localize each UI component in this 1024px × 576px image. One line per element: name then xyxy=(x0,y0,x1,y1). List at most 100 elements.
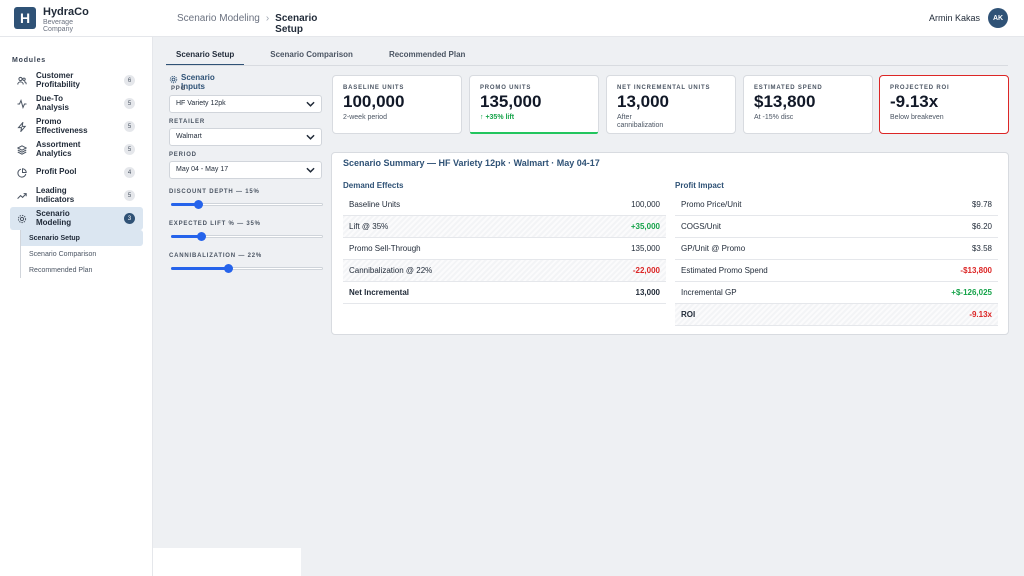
sidebar-item-due-to-analysis[interactable]: Due-To Analysis 5 xyxy=(10,92,143,115)
kpi-subtext: Below breakeven xyxy=(890,114,944,121)
kpi-value: 100,000 xyxy=(343,92,405,111)
user-menu[interactable]: Armin Kakas AK xyxy=(929,8,1008,28)
kpi-subtext: ↑ +35% lift xyxy=(480,114,515,121)
row-label: Cannibalization @ 22% xyxy=(349,266,433,275)
top-bar: H HydraCo Beverage Company Scenario Mode… xyxy=(0,0,1024,37)
tab-scenario-comparison[interactable]: Scenario Comparison xyxy=(270,50,353,59)
sidebar-item-customer-profitability[interactable]: Customer Profitability 6 xyxy=(10,69,143,92)
kpi-value: 13,000 xyxy=(617,92,669,111)
sidebar: Modules Customer Profitability 6 Due-To … xyxy=(0,37,153,576)
inputs-title-text: Scenario Inputs xyxy=(181,73,215,91)
slider-thumb[interactable] xyxy=(196,231,206,241)
breadcrumb: Scenario Modeling › Scenario Setup xyxy=(177,13,323,35)
avatar[interactable]: AK xyxy=(988,8,1008,28)
kpi-promo-units: PROMO UNITS 135,000 ↑ +35% lift xyxy=(469,75,599,134)
subnav-recommended-plan[interactable]: Recommended Plan xyxy=(29,266,93,274)
count-badge: 5 xyxy=(124,98,135,109)
table-row: Promo Sell-Through 135,000 xyxy=(343,238,666,260)
table-row: Baseline Units 100,000 xyxy=(343,194,666,216)
sidebar-item-assortment-analytics[interactable]: Assortment Analytics 5 xyxy=(10,138,143,161)
period-select[interactable]: May 04 - May 17 xyxy=(169,160,322,179)
count-badge: 5 xyxy=(124,144,135,155)
kpi-subtext: 2-week period xyxy=(343,114,387,121)
row-value: -9.13x xyxy=(969,310,992,319)
sidebar-item-scenario-modeling[interactable]: Scenario Modeling 3 xyxy=(10,207,143,230)
sidebar-item-leading-indicators[interactable]: Leading Indicators 5 xyxy=(10,184,143,207)
sidebar-item-label: Promo Effectiveness xyxy=(36,116,88,135)
row-value: $3.58 xyxy=(971,244,992,253)
pie-icon xyxy=(17,167,27,178)
kpi-baseline-units: BASELINE UNITS 100,000 2-week period xyxy=(332,75,462,134)
kpi-label: PROMO UNITS xyxy=(480,85,532,91)
table-row: Promo Price/Unit $9.78 xyxy=(675,194,998,216)
kpi-estimated-spend: ESTIMATED SPEND $13,800 At -15% disc xyxy=(743,75,873,134)
sidebar-item-label: Profit Pool xyxy=(36,167,77,177)
gear-icon xyxy=(17,214,27,224)
breadcrumb-separator: › xyxy=(265,13,270,24)
profit-impact-table: Promo Price/Unit $9.78 COGS/Unit $6.20 G… xyxy=(675,194,998,326)
cannibalization-label: CANNIBALIZATION — 22% xyxy=(169,252,263,259)
expected-lift-slider[interactable] xyxy=(169,229,323,243)
users-icon xyxy=(17,76,27,86)
chevron-down-icon xyxy=(306,167,315,173)
demand-effects-title: Demand Effects xyxy=(343,181,404,190)
sidebar-item-promo-effectiveness[interactable]: Promo Effectiveness 5 xyxy=(10,115,143,138)
scenario-inputs-panel: Scenario Inputs PPG HF Variety 12pk RETA… xyxy=(169,73,323,275)
sidebar-item-label: Assortment Analytics xyxy=(36,139,81,158)
row-value: -22,000 xyxy=(632,266,660,275)
tab-scenario-setup[interactable]: Scenario Setup xyxy=(166,46,245,66)
retailer-value: Walmart xyxy=(176,133,202,141)
brand-logo: H xyxy=(14,7,36,29)
slider-thumb[interactable] xyxy=(193,199,203,209)
user-name: Armin Kakas xyxy=(928,13,980,23)
row-label: Promo Price/Unit xyxy=(681,200,742,209)
tab-bar: Scenario Setup Scenario Comparison Recom… xyxy=(166,46,491,66)
kpi-subtext: At -15% disc xyxy=(754,114,794,121)
row-value: -$13,800 xyxy=(960,266,992,275)
demand-effects-table: Baseline Units 100,000 Lift @ 35% +35,00… xyxy=(343,194,666,304)
zap-icon xyxy=(17,121,27,132)
brand-subtitle: Beverage Company xyxy=(43,19,73,34)
count-badge: 4 xyxy=(124,167,135,178)
table-row: Estimated Promo Spend -$13,800 xyxy=(675,260,998,282)
count-badge: 6 xyxy=(124,75,135,86)
brand[interactable]: H HydraCo Beverage Company xyxy=(14,7,91,34)
row-value: 135,000 xyxy=(631,244,660,253)
discount-depth-slider[interactable] xyxy=(169,197,323,211)
retailer-select[interactable]: Walmart xyxy=(169,127,322,146)
subnav-scenario-comparison[interactable]: Scenario Comparison xyxy=(29,250,97,258)
table-row: Lift @ 35% +35,000 xyxy=(343,216,666,238)
tab-recommended-plan[interactable]: Recommended Plan xyxy=(388,50,466,59)
kpi-projected-roi: PROJECTED ROI -9.13x Below breakeven xyxy=(879,75,1009,134)
row-label: Promo Sell-Through xyxy=(349,244,421,253)
row-label: ROI xyxy=(681,310,696,319)
row-label: Estimated Promo Spend xyxy=(681,266,768,275)
table-row: Incremental GP +$-126,025 xyxy=(675,282,998,304)
kpi-label: NET INCREMENTAL UNITS xyxy=(617,85,711,91)
table-row: ROI -9.13x xyxy=(675,304,998,326)
count-badge: 5 xyxy=(124,190,135,201)
blank-area xyxy=(153,548,301,576)
scenario-summary-panel: Scenario Summary — HF Variety 12pk · Wal… xyxy=(331,152,1009,335)
slider-fill xyxy=(171,202,199,206)
sidebar-item-label: Due-To Analysis xyxy=(36,93,69,112)
summary-title: Scenario Summary — HF Variety 12pk · Wal… xyxy=(343,158,600,168)
row-value: +35,000 xyxy=(630,222,660,231)
kpi-label: BASELINE UNITS xyxy=(343,85,405,91)
row-label: Baseline Units xyxy=(349,200,401,209)
row-label: GP/Unit @ Promo xyxy=(681,244,746,253)
subnav-scenario-setup[interactable]: Scenario Setup xyxy=(21,230,143,246)
breadcrumb-parent[interactable]: Scenario Modeling xyxy=(177,13,260,24)
kpi-label: ESTIMATED SPEND xyxy=(754,85,823,91)
row-label: Net Incremental xyxy=(349,288,410,297)
slider-fill xyxy=(171,234,202,238)
table-row: Net Incremental 13,000 xyxy=(343,282,666,304)
period-label: PERIOD xyxy=(169,151,197,158)
trending-icon xyxy=(17,191,27,201)
scenario-subnav: Scenario Setup Scenario Comparison Recom… xyxy=(20,230,143,278)
kpi-value: -9.13x xyxy=(890,92,939,111)
sidebar-item-profit-pool[interactable]: Profit Pool 4 xyxy=(10,161,143,184)
cannibalization-slider[interactable] xyxy=(169,261,323,275)
ppg-select[interactable]: HF Variety 12pk xyxy=(169,94,322,113)
slider-thumb[interactable] xyxy=(224,263,234,273)
